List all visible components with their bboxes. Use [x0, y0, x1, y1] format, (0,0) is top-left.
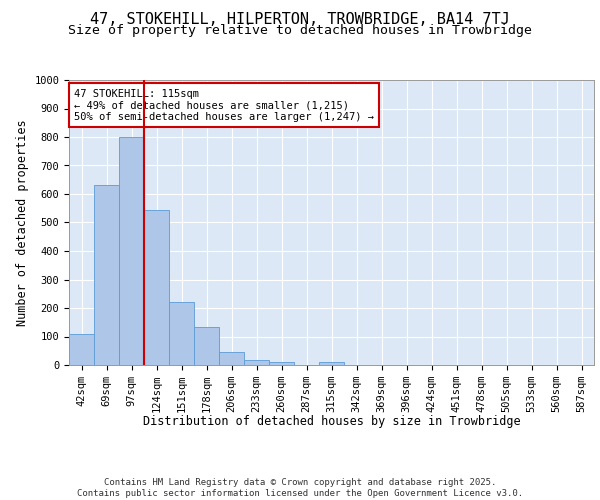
Bar: [69, 334, 94, 365]
Y-axis label: Number of detached properties: Number of detached properties: [16, 119, 29, 326]
Text: Contains HM Land Registry data © Crown copyright and database right 2025.
Contai: Contains HM Land Registry data © Crown c…: [77, 478, 523, 498]
Bar: [144, 210, 169, 365]
X-axis label: Distribution of detached houses by size in Trowbridge: Distribution of detached houses by size …: [143, 415, 520, 428]
Bar: [94, 186, 119, 365]
Bar: [244, 360, 269, 365]
Bar: [319, 362, 344, 365]
Text: 47, STOKEHILL, HILPERTON, TROWBRIDGE, BA14 7TJ: 47, STOKEHILL, HILPERTON, TROWBRIDGE, BA…: [90, 12, 510, 28]
Bar: [119, 137, 144, 365]
Bar: [219, 352, 244, 365]
Text: 47 STOKEHILL: 115sqm
← 49% of detached houses are smaller (1,215)
50% of semi-de: 47 STOKEHILL: 115sqm ← 49% of detached h…: [74, 88, 374, 122]
Bar: [169, 302, 194, 365]
Bar: [194, 326, 219, 365]
Bar: [269, 362, 294, 365]
Text: Size of property relative to detached houses in Trowbridge: Size of property relative to detached ho…: [68, 24, 532, 37]
